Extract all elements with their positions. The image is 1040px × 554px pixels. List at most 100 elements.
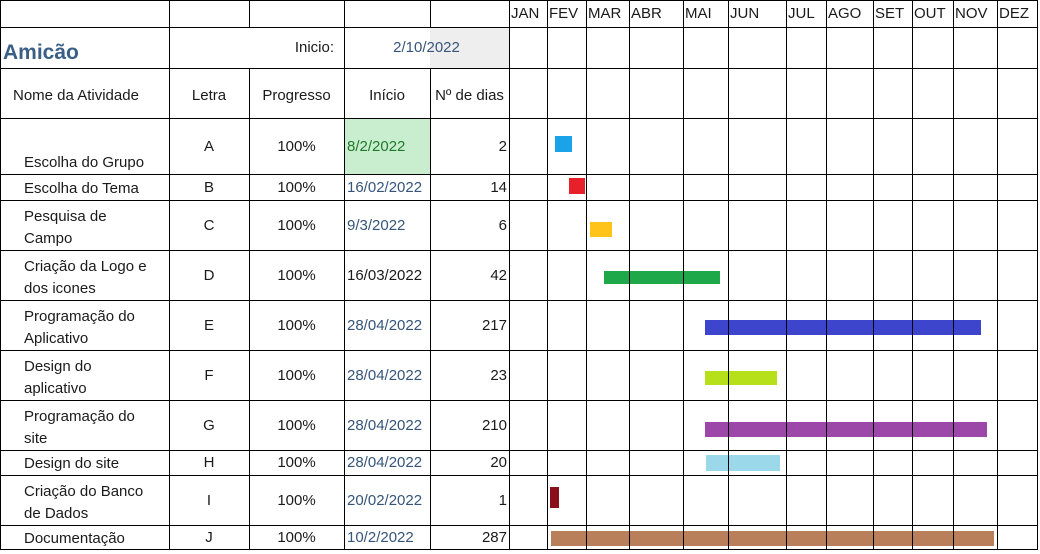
- month-header-dez[interactable]: DEZ: [999, 5, 1029, 22]
- task-name[interactable]: Programação do Aplicativo: [24, 308, 135, 347]
- grid-vline: [509, 0, 510, 550]
- grid-hline: [0, 549, 1038, 550]
- month-header-mai[interactable]: MAI: [685, 5, 712, 22]
- task-letter[interactable]: F: [204, 366, 214, 384]
- gantt-bar-c: [590, 222, 612, 237]
- header-letter[interactable]: Letra: [191, 87, 227, 104]
- grid-vline: [430, 68, 431, 550]
- month-header-ago[interactable]: AGO: [828, 5, 862, 22]
- task-start[interactable]: 28/04/2022: [347, 316, 423, 334]
- task-progress[interactable]: 100%: [277, 454, 316, 471]
- task-progress[interactable]: 100%: [277, 266, 316, 284]
- task-name[interactable]: Criação da Logo e dos icones: [24, 258, 147, 297]
- month-header-fev[interactable]: FEV: [549, 5, 579, 22]
- month-header-mar[interactable]: MAR: [588, 5, 622, 22]
- task-progress[interactable]: 100%: [277, 529, 316, 546]
- task-days[interactable]: 23: [490, 366, 507, 384]
- task-progress[interactable]: 100%: [277, 416, 316, 434]
- task-days[interactable]: 42: [490, 266, 507, 284]
- task-letter[interactable]: H: [203, 454, 215, 471]
- grid-vline: [344, 0, 345, 550]
- task-progress[interactable]: 100%: [277, 366, 316, 384]
- project-start-date[interactable]: 2/10/2022: [393, 39, 460, 56]
- grid-vline: [629, 0, 630, 550]
- grid-hline: [0, 350, 1038, 351]
- task-days[interactable]: 287: [481, 529, 507, 546]
- month-header-nov[interactable]: NOV: [955, 5, 988, 22]
- grid-hline: [0, 27, 1038, 28]
- task-start[interactable]: 10/2/2022: [347, 529, 414, 546]
- task-letter[interactable]: E: [203, 316, 214, 334]
- project-start-label[interactable]: Inicio:: [294, 39, 334, 56]
- task-name[interactable]: Criação do Banco de Dados: [24, 483, 144, 522]
- gantt-bar-d: [604, 271, 720, 284]
- task-start[interactable]: 28/04/2022: [347, 416, 423, 434]
- first-start-fill[interactable]: [344, 118, 430, 174]
- month-header-jun[interactable]: JUN: [730, 5, 760, 22]
- grid-vline: [249, 68, 250, 550]
- task-start[interactable]: 9/3/2022: [347, 216, 406, 234]
- task-days[interactable]: 20: [490, 454, 507, 471]
- gantt-bar-g: [705, 422, 987, 437]
- task-progress[interactable]: 100%: [277, 178, 316, 196]
- project-start-fill[interactable]: [430, 27, 509, 68]
- task-name[interactable]: Escolha do Tema: [24, 180, 139, 197]
- task-letter[interactable]: B: [203, 178, 214, 196]
- task-days[interactable]: 2: [498, 137, 507, 155]
- task-progress[interactable]: 100%: [277, 216, 316, 234]
- task-days[interactable]: 1: [498, 491, 507, 509]
- gantt-bar-e: [705, 320, 981, 335]
- header-progress[interactable]: Progresso: [262, 87, 331, 104]
- grid-hline: [0, 0, 1038, 1]
- task-progress[interactable]: 100%: [277, 137, 316, 155]
- task-letter[interactable]: C: [203, 216, 215, 234]
- task-letter[interactable]: D: [203, 266, 215, 284]
- grid-vline: [912, 0, 913, 550]
- task-start[interactable]: 28/04/2022: [347, 366, 423, 384]
- task-progress[interactable]: 100%: [277, 491, 316, 509]
- grid-vline: [953, 0, 954, 550]
- grid-hline: [0, 200, 1038, 201]
- month-header-out[interactable]: OUT: [914, 5, 946, 22]
- task-letter[interactable]: J: [205, 529, 213, 546]
- gantt-bar-j: [551, 531, 994, 546]
- task-start[interactable]: 20/02/2022: [347, 491, 423, 509]
- task-name[interactable]: Documentação: [24, 530, 125, 547]
- month-header-set[interactable]: SET: [875, 5, 905, 22]
- task-days[interactable]: 6: [498, 216, 507, 234]
- task-letter[interactable]: I: [206, 491, 212, 509]
- grid-vline: [430, 0, 431, 27]
- month-header-abr[interactable]: ABR: [631, 5, 662, 22]
- task-letter[interactable]: G: [203, 416, 215, 434]
- grid-hline: [0, 450, 1038, 451]
- grid-vline: [786, 0, 787, 550]
- grid-hline: [0, 400, 1038, 401]
- header-activity[interactable]: Nome da Atividade: [13, 87, 139, 104]
- task-letter[interactable]: A: [203, 137, 214, 155]
- grid-hline: [0, 300, 1038, 301]
- task-start[interactable]: 8/2/2022: [347, 137, 406, 155]
- grid-hline: [0, 475, 1038, 476]
- gantt-bar-a: [555, 136, 572, 152]
- grid-vline: [169, 0, 170, 550]
- task-name[interactable]: Escolha do Grupo: [24, 154, 145, 171]
- task-progress[interactable]: 100%: [277, 316, 316, 334]
- task-start[interactable]: 28/04/2022: [347, 454, 423, 471]
- grid-vline: [547, 0, 548, 550]
- month-header-jan[interactable]: JAN: [511, 5, 540, 22]
- task-days[interactable]: 14: [490, 178, 507, 196]
- task-days[interactable]: 210: [481, 416, 507, 434]
- task-days[interactable]: 217: [481, 316, 507, 334]
- task-name[interactable]: Pesquisa de Campo: [24, 208, 107, 247]
- task-start[interactable]: 16/03/2022: [347, 266, 423, 284]
- task-name[interactable]: Design do site: [24, 455, 120, 472]
- task-name[interactable]: Design do aplicativo: [24, 358, 92, 397]
- task-name[interactable]: Programação do site: [24, 408, 135, 447]
- gantt-bar-f: [705, 371, 777, 385]
- project-title[interactable]: Amicão: [3, 41, 79, 64]
- header-start[interactable]: Início: [369, 87, 405, 104]
- grid-hline: [0, 250, 1038, 251]
- month-header-jul[interactable]: JUL: [788, 5, 815, 22]
- task-start[interactable]: 16/02/2022: [347, 178, 423, 196]
- header-days[interactable]: Nº de dias: [435, 87, 504, 104]
